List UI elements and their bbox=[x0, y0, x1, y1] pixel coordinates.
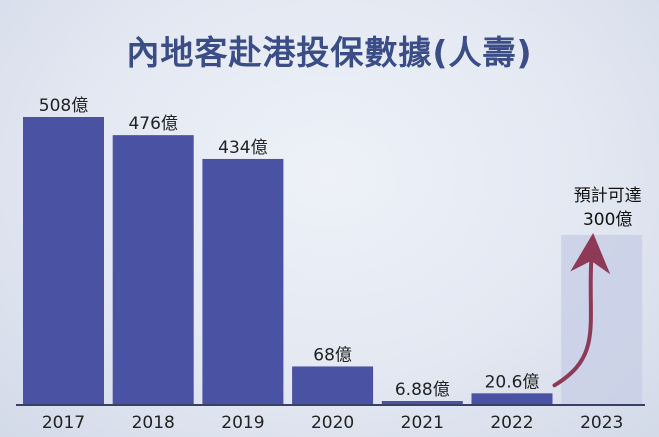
bar-2018 bbox=[112, 135, 194, 406]
bar-2020 bbox=[292, 366, 374, 405]
bar-2021 bbox=[381, 401, 463, 405]
x-tick-2022: 2022 bbox=[490, 413, 533, 433]
data-label-2019: 434億 bbox=[218, 138, 267, 158]
x-tick-2021: 2021 bbox=[401, 413, 444, 433]
projection-bar-2023 bbox=[561, 234, 643, 405]
data-label-2021: 6.88億 bbox=[395, 380, 450, 400]
data-label-2018: 476億 bbox=[128, 114, 177, 134]
data-label-2020: 68億 bbox=[313, 345, 352, 365]
x-tick-2019: 2019 bbox=[221, 413, 264, 433]
projection-label-line2: 300億 bbox=[583, 210, 632, 230]
chart-title: 內地客赴港投保數據(人壽) bbox=[126, 33, 533, 72]
data-label-2017: 508億 bbox=[39, 96, 88, 116]
bar-2017 bbox=[23, 117, 104, 405]
x-tick-2018: 2018 bbox=[132, 413, 175, 433]
growth-arrow bbox=[552, 232, 611, 388]
x-tick-2023: 2023 bbox=[580, 413, 623, 433]
x-tick-2017: 2017 bbox=[42, 413, 85, 433]
data-label-2022: 20.6億 bbox=[485, 372, 540, 392]
x-tick-2020: 2020 bbox=[311, 413, 354, 433]
bar-2019 bbox=[202, 158, 284, 405]
bar-2022 bbox=[471, 393, 553, 405]
projection-label-line1: 預計可達 bbox=[574, 186, 642, 206]
